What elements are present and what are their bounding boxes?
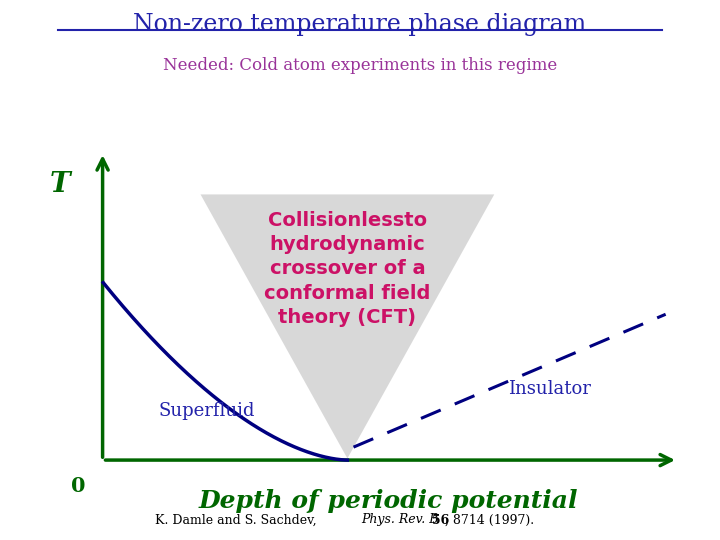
Polygon shape <box>200 194 495 458</box>
Text: Insulator: Insulator <box>508 380 591 398</box>
Text: K. Damle and S. Sachdev,: K. Damle and S. Sachdev, <box>155 514 320 526</box>
Text: 0: 0 <box>71 476 86 496</box>
Text: Needed: Cold atom experiments in this regime: Needed: Cold atom experiments in this re… <box>163 57 557 73</box>
Text: Superfluid: Superfluid <box>158 402 255 421</box>
Text: Collisionlessto
hydrodynamic
crossover of a
conformal field
theory (CFT): Collisionlessto hydrodynamic crossover o… <box>264 211 431 327</box>
Text: Phys. Rev. B: Phys. Rev. B <box>361 514 438 526</box>
Text: T: T <box>50 171 70 198</box>
Text: Non-zero temperature phase diagram: Non-zero temperature phase diagram <box>133 14 587 37</box>
Text: 56: 56 <box>432 514 449 526</box>
Text: , 8714 (1997).: , 8714 (1997). <box>445 514 534 526</box>
Text: Depth of periodic potential: Depth of periodic potential <box>199 489 579 512</box>
